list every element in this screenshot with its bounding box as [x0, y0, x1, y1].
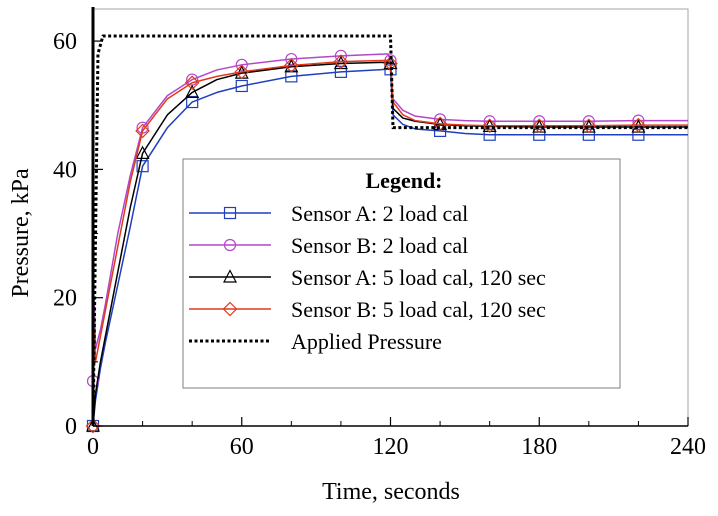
legend-swatch-marker [222, 301, 238, 317]
y-tick-label: 20 [53, 286, 77, 312]
legend-label: Sensor B: 2 load cal [291, 233, 468, 258]
legend-label: Sensor A: 2 load cal [291, 201, 468, 226]
series-4-marker [135, 123, 150, 139]
legend-label: Applied Pressure [291, 329, 442, 354]
series-1-marker [186, 95, 199, 109]
series-4 [85, 54, 688, 434]
series-1-marker [285, 70, 298, 83]
series-4-marker [581, 118, 597, 134]
series-4-line [92, 59, 688, 427]
series-2-marker [632, 114, 645, 127]
series-2-line [92, 53, 688, 382]
series-1 [86, 63, 688, 433]
series-1-marker [235, 79, 248, 93]
series-3-marker [135, 145, 150, 159]
legend-swatch-marker [223, 269, 237, 283]
series-1-marker [136, 160, 149, 173]
series-4-marker [482, 118, 498, 134]
series-4-marker [283, 58, 299, 73]
series-1-line [92, 68, 688, 427]
series-1-marker [582, 128, 595, 141]
y-tick-label: 40 [53, 157, 77, 183]
legend-title: Legend: [366, 168, 443, 193]
series-5-line [91, 34, 688, 427]
series-2-marker [235, 58, 248, 71]
x-axis-label: Time, seconds [322, 479, 460, 505]
series-4-marker [85, 418, 101, 434]
legend-label: Sensor A: 5 load cal, 120 sec [291, 265, 546, 290]
series-4-marker [184, 75, 200, 91]
y-axis-label: Pressure, kPa [8, 168, 34, 298]
series-layer [85, 34, 688, 434]
series-4-marker [432, 116, 448, 132]
legend-label: Sensor B: 5 load cal, 120 sec [291, 297, 546, 322]
x-tick-label: 60 [230, 434, 254, 460]
x-tick-label: 180 [521, 434, 557, 460]
series-1-marker [632, 128, 645, 141]
legend-entry-3: Sensor A: 5 load cal, 120 sec [189, 265, 546, 290]
series-1-marker [334, 65, 348, 78]
series-5 [91, 34, 688, 427]
legend-entry-2: Sensor B: 2 load cal [189, 233, 468, 258]
legend-entry-5: Applied Pressure [189, 329, 442, 354]
x-tick-label: 120 [373, 434, 409, 460]
series-4-marker [333, 54, 349, 69]
y-tick-label: 60 [53, 29, 77, 55]
y-tick-label: 0 [65, 414, 77, 440]
legend-entry-4: Sensor B: 5 load cal, 120 sec [189, 297, 546, 322]
legend-entry-1: Sensor A: 2 load cal [189, 201, 468, 226]
series-2-marker [285, 52, 298, 66]
series-4-marker [234, 64, 250, 80]
series-1-marker [533, 128, 546, 141]
series-3-marker [185, 84, 200, 99]
legend: Legend: Sensor A: 2 load cal Sensor B: 2 … [182, 158, 621, 389]
series-4-marker [531, 118, 547, 134]
ticks-layer: 0 60 120 180 240 0 20 40 60 [53, 29, 706, 460]
legend-entries: Sensor A: 2 load cal Sensor B: 2 load cal… [189, 201, 546, 354]
x-tick-label: 0 [87, 434, 99, 460]
series-4-marker [631, 117, 646, 133]
legend-swatch-marker [223, 206, 237, 220]
legend-box [182, 158, 621, 389]
x-tick-label: 240 [670, 434, 706, 460]
legend-swatch-marker [223, 238, 237, 252]
series-1-marker [483, 128, 496, 141]
